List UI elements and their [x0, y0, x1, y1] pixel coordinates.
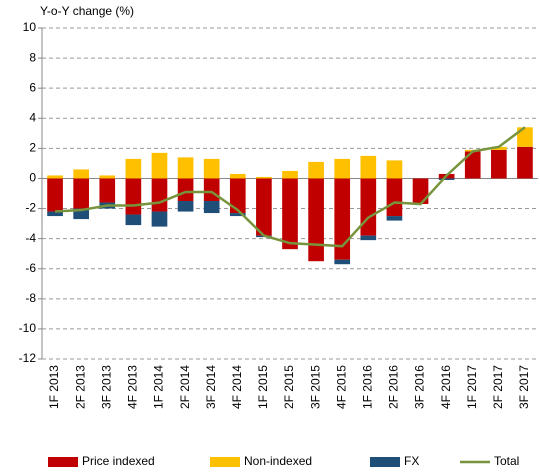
bar	[256, 178, 272, 236]
legend-label: Non-indexed	[244, 454, 312, 468]
bar	[386, 160, 403, 179]
x-tick-label: 2F 2013	[73, 365, 87, 409]
x-tick-label: 3F 2017	[517, 365, 531, 409]
bar	[517, 127, 533, 147]
x-tick-label: 3F 2016	[413, 365, 427, 409]
bar	[360, 178, 377, 236]
y-tick-label: 8	[29, 50, 36, 64]
bar	[47, 211, 63, 217]
bar	[99, 175, 116, 179]
bar	[99, 178, 116, 203]
bar	[151, 152, 168, 179]
y-axis-label: Y-o-Y change (%)	[40, 4, 134, 18]
legend-label: Total	[494, 454, 519, 468]
x-tick-label: 3F 2013	[99, 365, 113, 409]
bar	[151, 211, 168, 227]
legend-swatch	[48, 457, 78, 467]
bar	[334, 178, 351, 260]
x-tick-label: 4F 2016	[439, 365, 453, 409]
bar	[308, 178, 324, 262]
bar	[360, 235, 377, 241]
legend-swatch	[210, 457, 240, 467]
bar	[464, 151, 481, 179]
bar	[229, 178, 246, 214]
bar	[203, 178, 220, 202]
y-tick-label: 0	[29, 171, 36, 185]
y-tick-label: -8	[25, 291, 36, 305]
x-tick-label: 1F 2017	[465, 365, 479, 409]
x-tick-label: 3F 2015	[308, 365, 322, 409]
legend-label: FX	[404, 454, 419, 468]
x-tick-label: 2F 2015	[282, 365, 296, 409]
x-tick-label: 4F 2015	[334, 365, 348, 409]
bar	[47, 175, 63, 179]
bar	[229, 173, 246, 179]
bar	[386, 178, 403, 217]
bar	[334, 158, 351, 179]
y-tick-label: 2	[29, 141, 36, 155]
bar	[177, 157, 194, 179]
bar	[438, 178, 455, 180]
y-tick-label: -6	[25, 261, 36, 275]
bar	[125, 158, 142, 179]
x-tick-label: 1F 2016	[360, 365, 374, 409]
bar	[125, 214, 142, 226]
bar	[412, 178, 429, 205]
x-tick-label: 2F 2017	[491, 365, 505, 409]
bar	[282, 170, 298, 179]
x-tick-label: 4F 2014	[230, 365, 244, 409]
y-tick-label: -12	[19, 351, 37, 365]
bar	[125, 178, 142, 215]
x-tick-label: 1F 2013	[47, 365, 61, 409]
x-tick-label: 1F 2015	[256, 365, 270, 409]
bar	[177, 178, 194, 202]
bar	[360, 155, 377, 179]
y-tick-label: -2	[25, 201, 36, 215]
bar	[73, 208, 89, 220]
y-tick-label: -10	[19, 321, 37, 335]
legend-swatch	[370, 457, 400, 467]
bar	[334, 259, 351, 265]
bar	[229, 213, 246, 217]
x-tick-label: 4F 2013	[126, 365, 140, 409]
x-tick-label: 2F 2016	[387, 365, 401, 409]
bar	[73, 169, 89, 179]
bar	[47, 178, 63, 212]
bar	[151, 178, 168, 212]
legend-label: Price indexed	[82, 454, 155, 468]
bar	[308, 161, 324, 179]
x-tick-label: 3F 2014	[204, 365, 218, 409]
total-line	[54, 126, 526, 248]
bar	[177, 201, 194, 212]
bar	[203, 201, 220, 214]
y-tick-label: -4	[25, 231, 36, 245]
bar	[203, 158, 220, 179]
bar	[256, 176, 272, 179]
bar	[491, 149, 507, 179]
x-tick-label: 1F 2014	[152, 365, 166, 409]
y-tick-label: 6	[29, 80, 36, 94]
bar	[517, 146, 533, 179]
bar	[73, 178, 89, 209]
y-tick-label: 4	[29, 110, 36, 124]
bar	[386, 216, 403, 221]
y-tick-label: 10	[23, 20, 37, 34]
bar	[282, 178, 298, 250]
x-tick-label: 2F 2014	[178, 365, 192, 409]
bar	[491, 146, 507, 150]
